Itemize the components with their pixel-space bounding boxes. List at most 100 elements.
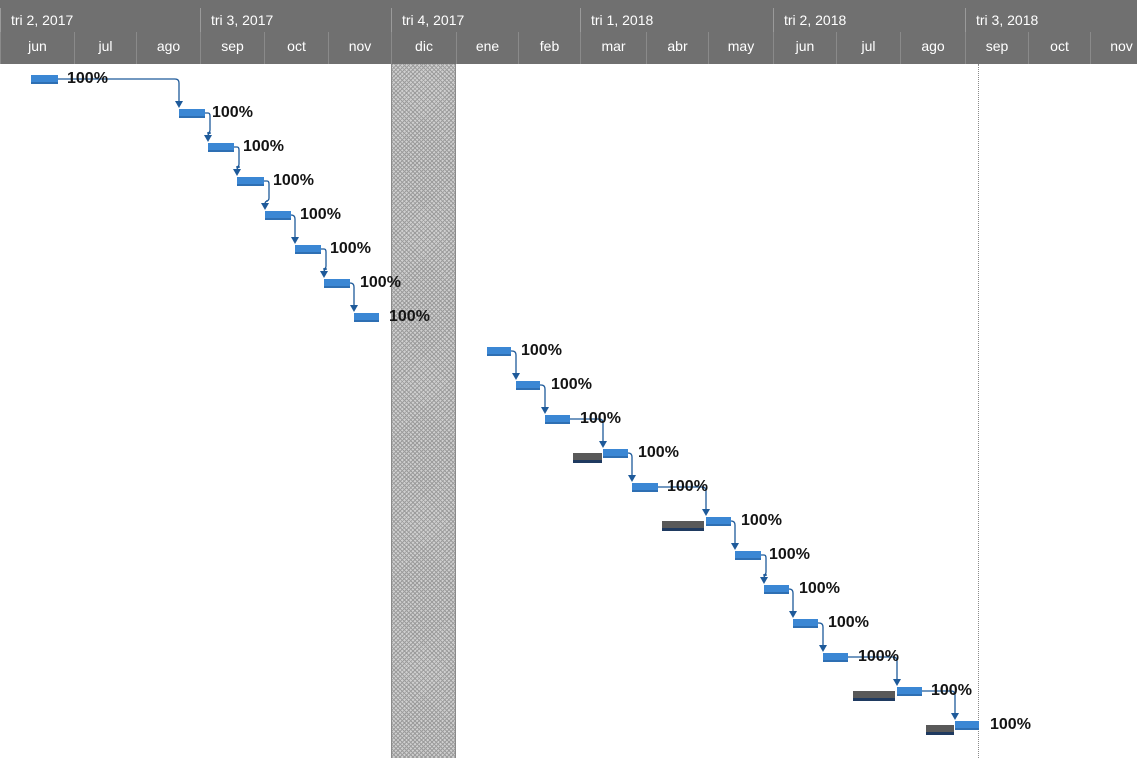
dependency-link[interactable] (205, 112, 212, 137)
link-arrowhead (261, 203, 269, 210)
link-arrowhead (599, 441, 607, 448)
task-bar[interactable] (632, 483, 658, 492)
dependency-link[interactable] (922, 690, 956, 713)
timescale-month: feb (518, 32, 580, 64)
timescale-month: abr (646, 32, 708, 64)
link-arrowhead (731, 543, 739, 550)
timescale-month: ago (900, 32, 965, 64)
task-bar[interactable] (237, 177, 264, 186)
task-bar[interactable] (823, 653, 848, 662)
timescale-months-tier: jun jul ago sep oct nov dic ene feb mar abr may jun j… (0, 32, 1137, 64)
task-bar[interactable] (706, 517, 731, 526)
timescale-month: jul (836, 32, 900, 64)
nonworking-time-shading (391, 64, 456, 758)
dependency-link[interactable] (511, 350, 517, 373)
percent-complete-label: 100% (521, 342, 562, 359)
link-arrowhead (320, 271, 328, 278)
task-bar[interactable] (764, 585, 789, 594)
link-arrowhead (951, 713, 959, 720)
timescale-quarter: tri 3, 2018 (965, 8, 1137, 32)
dependency-link[interactable] (290, 214, 296, 237)
dependency-link[interactable] (627, 452, 633, 475)
timescale-quarter: tri 2, 2017 (0, 8, 200, 32)
task-bar[interactable] (735, 551, 761, 560)
task-bar[interactable] (603, 449, 628, 458)
timescale-month: may (708, 32, 773, 64)
task-bar[interactable] (793, 619, 818, 628)
link-arrowhead (512, 373, 520, 380)
dependency-link[interactable] (540, 384, 546, 407)
link-arrowhead (233, 169, 241, 176)
dependency-link[interactable] (349, 282, 355, 305)
dependency-link[interactable] (58, 78, 180, 101)
dependency-link[interactable] (264, 180, 270, 205)
percent-complete-label: 100% (330, 240, 371, 257)
timescale-month: oct (1028, 32, 1090, 64)
dependency-link[interactable] (848, 656, 898, 679)
timescale-month: jun (0, 32, 74, 64)
percent-complete-label: 100% (389, 308, 430, 325)
timescale-quarter: tri 2, 2018 (773, 8, 965, 32)
percent-complete-label: 100% (243, 138, 284, 155)
percent-complete-label: 100% (769, 546, 810, 563)
baseline-bar (573, 453, 602, 463)
percent-complete-label: 100% (799, 580, 840, 597)
link-arrowhead (628, 475, 636, 482)
percent-complete-label: 100% (300, 206, 341, 223)
dependency-link[interactable] (234, 146, 241, 171)
percent-complete-label: 100% (580, 410, 621, 427)
dependency-link[interactable] (658, 486, 707, 509)
task-bar[interactable] (31, 75, 58, 84)
link-arrowhead (760, 577, 768, 584)
task-bar[interactable] (897, 687, 922, 696)
link-arrowhead (702, 509, 710, 516)
timescale-month: sep (965, 32, 1028, 64)
percent-complete-label: 100% (360, 274, 401, 291)
dependency-link[interactable] (570, 418, 604, 441)
dependency-link[interactable] (730, 520, 736, 543)
percent-complete-label: 100% (667, 478, 708, 495)
percent-complete-label: 100% (273, 172, 314, 189)
link-arrowhead (204, 135, 212, 142)
percent-complete-label: 100% (931, 682, 972, 699)
task-bar[interactable] (324, 279, 350, 288)
link-arrowhead (350, 305, 358, 312)
link-arrowhead (541, 407, 549, 414)
baseline-bar (926, 725, 954, 735)
percent-complete-label: 100% (638, 444, 679, 461)
percent-complete-label: 100% (828, 614, 869, 631)
percent-complete-label: 100% (990, 716, 1031, 733)
timescale-month: nov (328, 32, 391, 64)
timescale-quarter: tri 1, 2018 (580, 8, 773, 32)
timescale-quarter: tri 3, 2017 (200, 8, 391, 32)
task-bar[interactable] (295, 245, 321, 254)
task-bar[interactable] (516, 381, 540, 390)
dependency-link[interactable] (788, 588, 794, 611)
percent-complete-label: 100% (741, 512, 782, 529)
link-arrowhead (819, 645, 827, 652)
timescale-month: dic (391, 32, 456, 64)
link-arrowhead (175, 101, 183, 108)
percent-complete-label: 100% (212, 104, 253, 121)
timescale-month: jul (74, 32, 136, 64)
timescale-month: sep (200, 32, 264, 64)
task-bar[interactable] (208, 143, 234, 152)
timescale-month: ago (136, 32, 200, 64)
task-bar[interactable] (487, 347, 511, 356)
percent-complete-label: 100% (67, 70, 108, 87)
dependency-link[interactable] (321, 248, 328, 273)
dependency-link[interactable] (818, 622, 824, 645)
dependency-link[interactable] (761, 554, 768, 579)
task-bar[interactable] (545, 415, 570, 424)
timescale-quarters-tier: tri 2, 2017 tri 3, 2017 tri 4, 2017 tri 1, … (0, 8, 1137, 32)
timescale-month: nov (1090, 32, 1137, 64)
link-arrowhead (291, 237, 299, 244)
baseline-bar (853, 691, 895, 701)
status-date-line (978, 64, 979, 758)
timescale-month: oct (264, 32, 328, 64)
task-bar[interactable] (955, 721, 979, 730)
task-bar[interactable] (179, 109, 205, 118)
task-bar[interactable] (265, 211, 291, 220)
task-bar[interactable] (354, 313, 379, 322)
